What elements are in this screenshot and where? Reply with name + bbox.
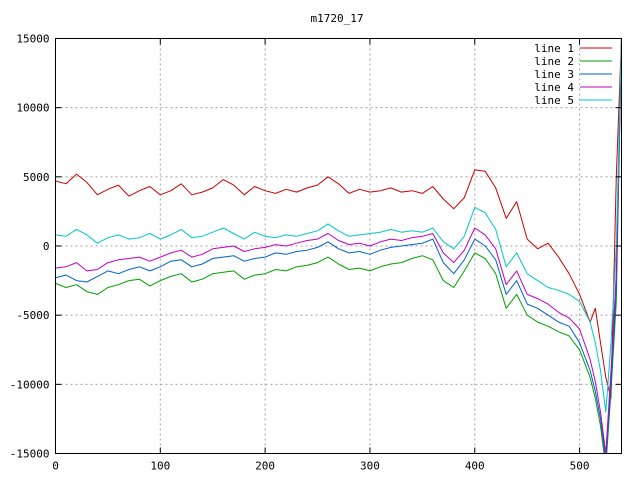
x-tick-label: 500: [570, 460, 590, 473]
legend-label: line 3: [534, 68, 574, 81]
y-tick-label: 15000: [16, 33, 49, 46]
chart-title: m1720_17: [311, 12, 364, 25]
x-tick-label: 100: [150, 460, 170, 473]
grid-lines: [55, 38, 622, 454]
series-line-4: [55, 38, 622, 454]
series-line-5: [55, 38, 622, 413]
legend-label: line 1: [534, 42, 574, 55]
x-tick-label: 200: [255, 460, 275, 473]
legend-label: line 2: [534, 55, 574, 68]
x-tick-label: 400: [465, 460, 485, 473]
y-tick-label: 0: [43, 240, 50, 253]
legend-label: line 5: [534, 94, 574, 107]
x-tick-labels: 0 100 200 300 400 500: [52, 460, 589, 473]
series-layer: [55, 38, 622, 454]
series-line-1: [55, 38, 622, 399]
y-tick-label: -15000: [10, 448, 50, 461]
y-tick-label: 5000: [23, 171, 50, 184]
x-tick-label: 0: [52, 460, 59, 473]
y-tick-label: -10000: [10, 378, 50, 391]
axis-ticks: [55, 38, 622, 454]
y-tick-labels: 15000 10000 5000 0 -5000 -10000 -15000: [10, 33, 50, 461]
series-line-2: [55, 38, 622, 454]
x-tick-label: 300: [360, 460, 380, 473]
legend-label: line 4: [534, 81, 574, 94]
y-tick-label: 10000: [16, 102, 49, 115]
series-line-3: [55, 38, 622, 454]
y-tick-label: -5000: [16, 309, 49, 322]
